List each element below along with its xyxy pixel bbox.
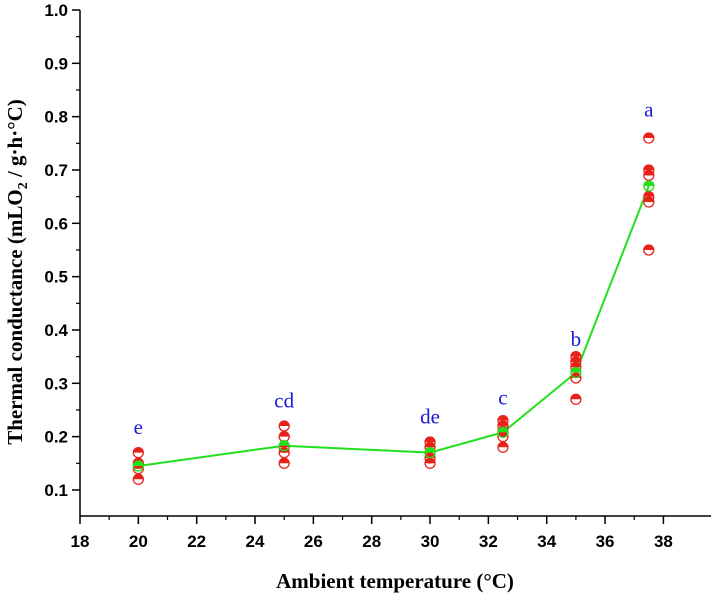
data-point-outline <box>278 457 290 469</box>
significance-label: cd <box>274 388 294 412</box>
data-point-outline <box>643 196 655 208</box>
data-point <box>643 244 655 256</box>
x-ticks: 18 20 22 24 26 28 30 32 34 36 38 <box>71 516 673 551</box>
y-axis-title-tail: / g·h·°C) <box>3 99 27 182</box>
data-point <box>132 446 144 459</box>
data-point-outline <box>424 457 436 469</box>
y-axis-title-main: Thermal conductance (mLO <box>3 189 27 444</box>
y-tick-label: 0.3 <box>44 374 68 393</box>
x-tick-label: 22 <box>187 532 206 551</box>
data-point-outline <box>132 446 144 459</box>
data-point <box>643 132 655 144</box>
y-axis-title: Thermal conductance (mLO2 / g·h·°C) <box>3 99 31 445</box>
significance-label: de <box>420 404 440 428</box>
data-point <box>278 457 290 469</box>
data-point-outline <box>570 372 582 384</box>
data-point <box>643 169 655 181</box>
data-point-outline <box>278 420 290 432</box>
significance-label: b <box>571 327 582 351</box>
mean-point-outline <box>643 180 655 192</box>
significance-annotations: e cd de c b a <box>134 98 654 439</box>
y-tick-label: 0.9 <box>44 54 68 73</box>
data-point <box>424 457 436 469</box>
data-point <box>278 420 290 432</box>
x-axis-title: Ambient temperature (°C) <box>276 569 514 593</box>
y-tick-label: 0.6 <box>44 214 68 233</box>
mean-point-outline <box>424 446 436 459</box>
data-point <box>643 196 655 208</box>
data-point-outline <box>497 441 509 453</box>
y-tick-label: 0.8 <box>44 108 68 127</box>
mean-point-outline <box>132 460 144 472</box>
significance-label: a <box>644 98 654 122</box>
data-point-outline <box>643 244 655 256</box>
y-tick-label: 0.4 <box>44 321 68 340</box>
y-tick-label: 1.0 <box>44 1 68 20</box>
data-point-outline <box>643 132 655 144</box>
x-tick-label: 30 <box>421 532 440 551</box>
x-tick-label: 28 <box>362 532 381 551</box>
mean-line <box>138 185 650 467</box>
mean-point-outline <box>278 440 290 452</box>
mean-point <box>570 366 582 379</box>
data-point <box>132 473 144 485</box>
measurement-points <box>132 132 655 485</box>
x-tick-label: 20 <box>129 532 148 551</box>
mean-point <box>424 446 436 459</box>
x-tick-label: 34 <box>537 532 556 551</box>
mean-point-outline <box>497 426 509 439</box>
mean-point <box>497 426 509 439</box>
y-tick-label: 0.7 <box>44 161 68 180</box>
y-axis-title-subscript: 2 <box>16 182 31 189</box>
significance-label: c <box>498 386 507 410</box>
x-tick-label: 24 <box>246 532 265 551</box>
x-tick-label: 36 <box>596 532 615 551</box>
mean-point-outline <box>570 366 582 379</box>
x-tick-label: 26 <box>304 532 323 551</box>
data-point-outline <box>278 446 290 459</box>
data-point <box>497 441 509 453</box>
data-point-outline <box>570 393 582 405</box>
data-point-outline <box>132 473 144 485</box>
x-tick-label: 18 <box>71 532 90 551</box>
x-tick-label: 38 <box>654 532 673 551</box>
mean-point <box>278 440 290 452</box>
mean-series <box>138 185 650 467</box>
data-point-outline <box>643 169 655 181</box>
x-tick-label: 32 <box>479 532 498 551</box>
y-ticks: 0.1 0.2 0.3 0.4 0.5 0.6 0.7 0.8 0.9 1.0 <box>44 1 80 500</box>
significance-label: e <box>134 415 143 439</box>
mean-point <box>132 460 144 472</box>
mean-point <box>643 180 655 192</box>
y-tick-label: 0.5 <box>44 268 68 287</box>
mean-markers <box>132 180 655 472</box>
y-tick-label: 0.2 <box>44 428 68 447</box>
axes <box>79 10 711 517</box>
y-tick-label: 0.1 <box>44 481 68 500</box>
data-point <box>570 393 582 405</box>
